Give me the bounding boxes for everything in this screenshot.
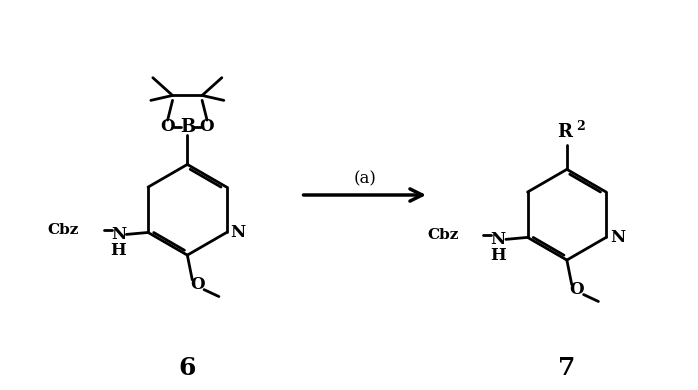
Text: (a): (a) (353, 171, 376, 188)
Text: Cbz: Cbz (47, 223, 79, 238)
Text: H: H (110, 242, 126, 259)
Text: N: N (491, 231, 505, 248)
Text: N: N (610, 229, 625, 246)
Text: O: O (161, 119, 175, 135)
Text: N: N (230, 224, 246, 241)
Text: 2: 2 (576, 121, 584, 133)
Text: 6: 6 (179, 356, 196, 379)
Text: O: O (570, 281, 584, 298)
Text: 7: 7 (558, 356, 576, 379)
Text: O: O (200, 119, 214, 135)
Text: Cbz: Cbz (427, 229, 459, 243)
Text: O: O (190, 276, 205, 293)
Text: N: N (111, 226, 126, 243)
Text: B: B (179, 118, 195, 136)
Text: H: H (490, 246, 506, 264)
Text: R: R (558, 123, 572, 141)
